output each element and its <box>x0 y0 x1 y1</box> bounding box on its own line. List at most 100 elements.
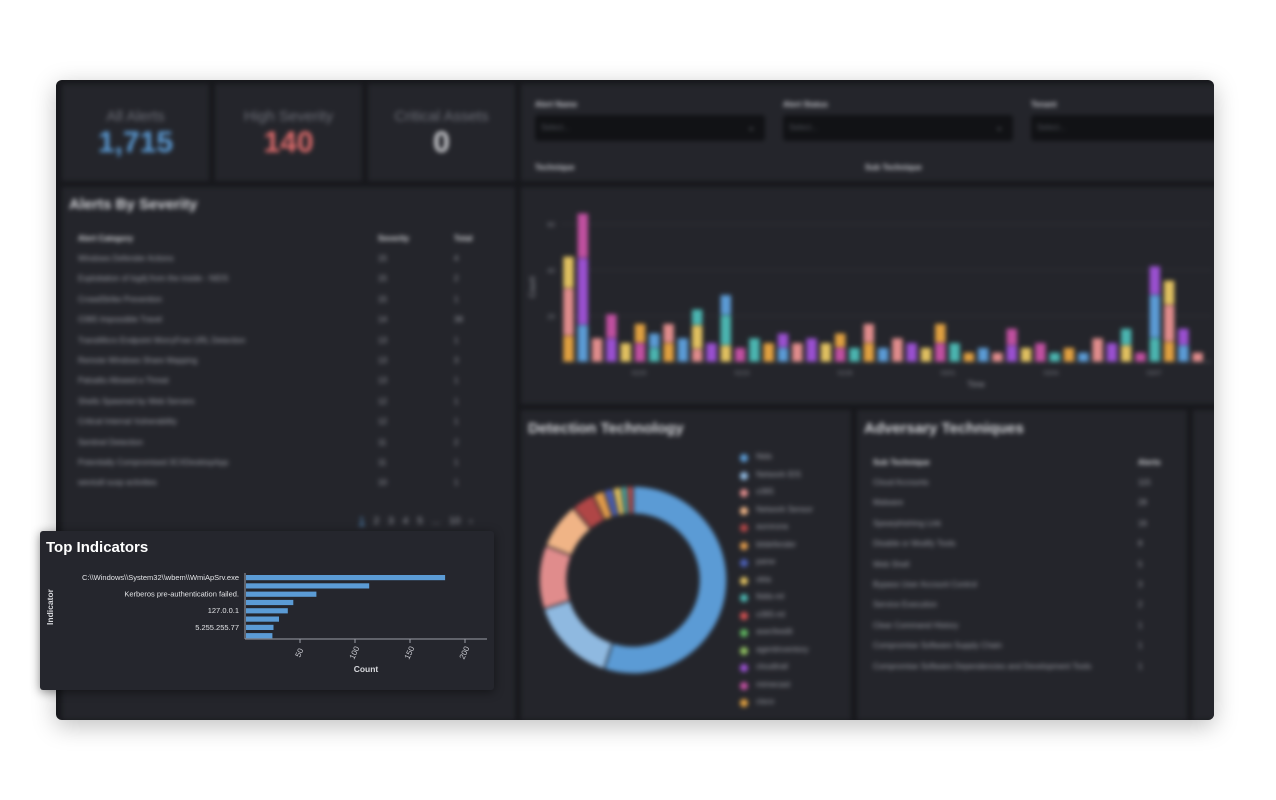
indicator-bar[interactable] <box>246 599 294 606</box>
bar-segment[interactable] <box>791 342 804 363</box>
indicator-bar[interactable] <box>246 616 279 622</box>
page-link[interactable]: 3 <box>388 516 394 527</box>
bar-segment[interactable] <box>1148 294 1161 339</box>
bar-segment[interactable] <box>634 342 646 363</box>
bar-segment[interactable] <box>920 347 932 363</box>
bar-segment[interactable] <box>1177 328 1190 346</box>
bar-segment[interactable] <box>805 337 818 363</box>
bar-segment[interactable] <box>662 342 675 363</box>
table-row[interactable]: Sentinel Detection 11 2 <box>78 438 498 450</box>
bar-segment[interactable] <box>1020 347 1032 363</box>
indicator-bar[interactable] <box>246 624 274 630</box>
bar-segment[interactable] <box>1163 304 1175 342</box>
table-row[interactable]: Spearphishing Link 16 <box>873 519 1173 531</box>
table-row[interactable]: TransMicro Endpoint WorryFree URL Detect… <box>78 336 498 348</box>
bar-segment[interactable] <box>591 337 603 363</box>
bar-segment[interactable] <box>834 332 847 348</box>
bar-segment[interactable] <box>677 337 689 363</box>
bar-segment[interactable] <box>662 323 675 344</box>
bar-segment[interactable] <box>648 332 661 348</box>
indicator-bar[interactable] <box>246 608 288 614</box>
kpi-critical-assets[interactable]: Critical Assets 0 <box>368 84 515 181</box>
bar-segment[interactable] <box>991 352 1004 363</box>
pagination[interactable]: 1 2 3 4 5... 10 › <box>359 516 482 527</box>
page-link[interactable]: 2 <box>373 516 380 527</box>
page-link[interactable]: 5 <box>417 516 423 527</box>
bar-segment[interactable] <box>834 347 847 363</box>
bar-segment[interactable] <box>848 347 861 363</box>
bar-segment[interactable] <box>862 342 875 363</box>
table-row[interactable]: wevtutil susp activities 10 1 <box>78 478 498 490</box>
bar-segment[interactable] <box>748 337 761 363</box>
bar-segment[interactable] <box>634 323 646 344</box>
bar-segment[interactable] <box>777 347 789 363</box>
table-row[interactable]: Web Shell 5 <box>873 560 1173 572</box>
bar-segment[interactable] <box>691 324 703 350</box>
bar-segment[interactable] <box>1177 344 1190 363</box>
bar-segment[interactable] <box>1120 344 1133 363</box>
kpi-all-alerts[interactable]: All Alerts 1,715 <box>62 84 209 181</box>
bar-segment[interactable] <box>1034 342 1047 363</box>
bar-segment[interactable] <box>1134 352 1147 363</box>
table-row[interactable]: Cloud Accounts 115 <box>873 478 1173 490</box>
table-row[interactable]: Malware 28 <box>873 498 1173 510</box>
page-link[interactable]: 4 <box>402 516 409 527</box>
bar-segment[interactable] <box>1191 352 1204 363</box>
table-row[interactable]: Clear Command History 1 <box>873 621 1173 633</box>
bar-segment[interactable] <box>562 335 575 363</box>
indicator-bar[interactable] <box>246 633 273 639</box>
donut-slice[interactable] <box>626 485 634 515</box>
bar-segment[interactable] <box>1106 342 1118 363</box>
bar-segment[interactable] <box>1163 341 1175 363</box>
bar-segment[interactable] <box>734 347 746 363</box>
bar-segment[interactable] <box>877 347 889 363</box>
table-row[interactable]: CrowdStrike Prevention 15 1 <box>78 295 498 307</box>
table-row[interactable]: Disable or Modify Tools 8 <box>873 539 1173 551</box>
table-row[interactable]: Remote Windows Share Mapping 13 3 <box>78 356 498 368</box>
bar-segment[interactable] <box>576 257 589 326</box>
bar-segment[interactable] <box>1163 280 1175 306</box>
bar-segment[interactable] <box>1120 328 1133 346</box>
bar-segment[interactable] <box>1048 352 1061 363</box>
indicator-bar[interactable] <box>246 583 370 589</box>
table-row[interactable]: Service Execution 2 <box>873 600 1173 612</box>
bar-segment[interactable] <box>905 342 918 363</box>
page-link[interactable]: › <box>469 516 473 527</box>
bar-segment[interactable] <box>963 352 975 363</box>
table-row[interactable]: Compromise Software Dependencies and Dev… <box>873 662 1173 674</box>
donut-slice[interactable] <box>538 544 573 610</box>
table-row[interactable]: Critical Internal Vulnerability 12 1 <box>78 417 498 429</box>
page-link[interactable]: 1 <box>359 516 365 527</box>
table-row[interactable]: Windows Defender Actions 15 4 <box>78 254 498 266</box>
table-row[interactable]: Potentially Compromised 3CXDesktopApp 11 1 <box>78 458 498 470</box>
table-row[interactable]: Paloalto Allowed a Threat 13 1 <box>78 376 498 388</box>
donut-slice[interactable] <box>603 485 728 675</box>
page-link[interactable]: ... <box>431 516 441 527</box>
bar-segment[interactable] <box>934 323 947 344</box>
bar-segment[interactable] <box>691 348 703 363</box>
indicator-bar[interactable] <box>246 591 317 597</box>
table-row[interactable]: Exploitation of log4j from the inside - … <box>78 274 498 286</box>
bar-segment[interactable] <box>777 332 789 348</box>
bar-segment[interactable] <box>705 342 718 363</box>
bar-segment[interactable] <box>862 323 875 344</box>
page-link[interactable]: 10 <box>449 516 461 527</box>
bar-segment[interactable] <box>934 342 947 363</box>
bar-segment[interactable] <box>720 314 732 346</box>
bar-segment[interactable] <box>576 212 589 259</box>
bar-segment[interactable] <box>648 347 661 363</box>
bar-segment[interactable] <box>977 347 990 363</box>
bar-segment[interactable] <box>762 342 775 363</box>
indicator-bar[interactable] <box>246 575 446 581</box>
bar-segment[interactable] <box>1148 337 1161 363</box>
bar-segment[interactable] <box>1091 337 1104 363</box>
bar-segment[interactable] <box>948 342 961 363</box>
tenant-select[interactable]: Select... <box>1031 115 1214 141</box>
bar-segment[interactable] <box>820 342 832 363</box>
bar-segment[interactable] <box>1148 265 1161 296</box>
alert-status-select[interactable]: Select... ⌄ <box>783 115 1013 141</box>
table-row[interactable]: O365 Impossible Travel 14 38 <box>78 315 498 327</box>
bar-segment[interactable] <box>1005 328 1018 346</box>
bar-segment[interactable] <box>720 344 732 363</box>
table-row[interactable]: Bypass User Account Control 3 <box>873 580 1173 592</box>
